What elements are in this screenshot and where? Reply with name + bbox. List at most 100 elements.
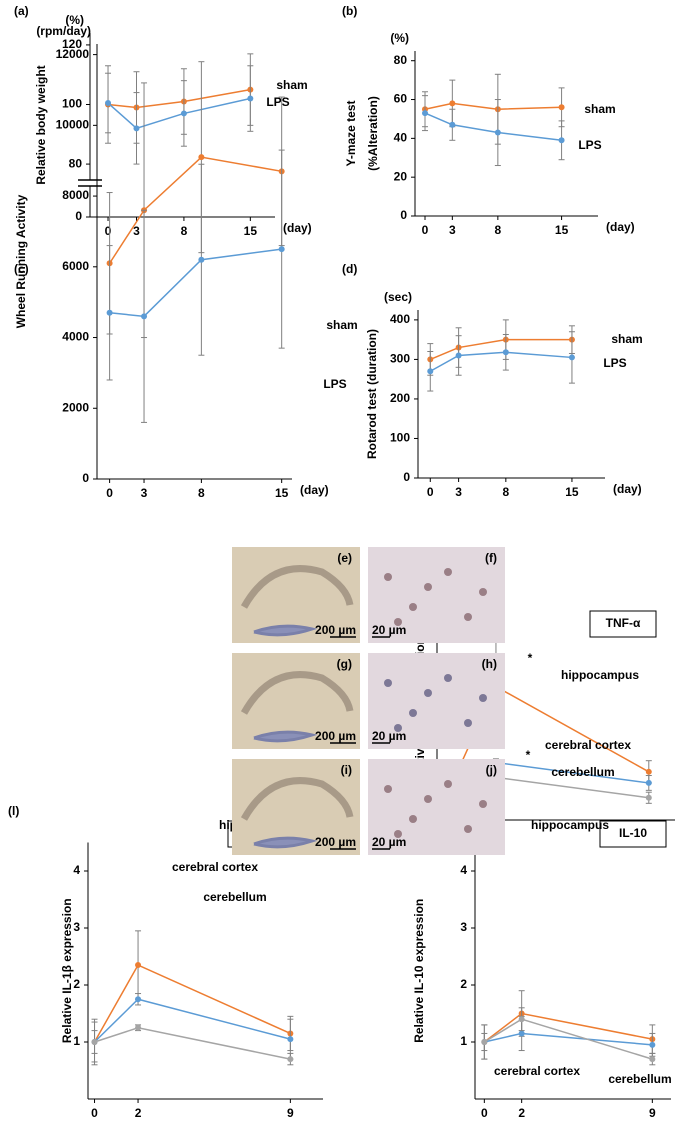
cell: [479, 800, 487, 808]
x-tick-label: 2: [135, 1106, 142, 1120]
y-tick-label: 4: [73, 863, 80, 877]
data-point: [494, 129, 501, 136]
data-point: [135, 1024, 142, 1031]
scale-bar-label: 200 µm: [315, 729, 356, 743]
cell: [424, 583, 432, 591]
title-box: [599, 820, 667, 848]
axis-break-gap: [78, 180, 102, 186]
y-tick-label: 0: [400, 208, 407, 222]
series-label: LPS: [266, 95, 289, 109]
series-line: [107, 97, 251, 130]
x-unit: (day): [613, 482, 642, 496]
cell: [384, 785, 392, 793]
data-point: [135, 996, 142, 1003]
y-tick-label: 80: [394, 53, 408, 67]
panel-label: (l): [8, 804, 19, 818]
y-tick-label: 300: [390, 352, 410, 366]
cell: [444, 780, 452, 788]
data-point: [558, 104, 565, 111]
tissue-layer: [240, 671, 354, 715]
series-label: sham: [276, 78, 307, 92]
x-tick-label: 2: [518, 1106, 525, 1120]
y-unit: (%): [65, 13, 84, 27]
y-tick-label: 1: [73, 1034, 80, 1048]
significance-mark: *: [526, 748, 531, 762]
x-tick-label: 0: [106, 486, 113, 500]
chart-title: TNF-α: [606, 616, 641, 630]
data-point: [645, 794, 652, 801]
tissue-layer: [240, 565, 354, 609]
series-line: [429, 351, 573, 372]
tissue-layer: [253, 730, 318, 743]
x-tick-label: 15: [275, 486, 289, 500]
panel-label: (d): [342, 262, 357, 276]
data-point: [649, 1041, 656, 1048]
y-tick-label: 200: [390, 391, 410, 405]
data-point: [247, 95, 254, 102]
x-tick-label: 15: [244, 224, 258, 238]
y-tick-label: 120: [62, 37, 82, 51]
cell: [464, 719, 472, 727]
x-tick-label: 3: [141, 486, 148, 500]
y-tick-label: 0: [403, 470, 410, 484]
data-point: [180, 110, 187, 117]
series-line: [94, 1026, 291, 1060]
data-point: [278, 246, 285, 253]
tissue-layer: [253, 624, 318, 637]
x-tick-label: 15: [565, 485, 579, 499]
x-tick-label: 8: [502, 485, 509, 499]
data-point: [481, 1039, 488, 1045]
series-label: sham: [611, 332, 642, 346]
data-point: [422, 110, 429, 117]
panel-label: (c): [14, 262, 29, 276]
y-tick-label: 4: [460, 863, 467, 877]
micrograph: (g) 200 µm: [232, 653, 360, 749]
data-point: [105, 100, 112, 107]
cell: [444, 568, 452, 576]
y-tick-label: 4000: [62, 330, 89, 344]
data-point: [106, 309, 113, 316]
data-point: [133, 125, 140, 132]
chart-panel: 0 80 100 120 0 3 8 15 (day) (%) (a) Relative body w…: [14, 4, 312, 238]
micrograph: (i) 200 µm: [232, 759, 360, 855]
data-point: [287, 1056, 294, 1063]
y-tick-label: 6000: [62, 259, 89, 273]
cell: [424, 689, 432, 697]
data-point: [427, 368, 434, 375]
y-axis-label: Wheel Running Activity: [14, 194, 28, 328]
series-line: [429, 338, 572, 361]
x-tick-label: 8: [181, 224, 188, 238]
tissue-layer: [253, 836, 318, 849]
data-point: [449, 121, 456, 128]
title-box: [589, 610, 657, 638]
data-point: [518, 1030, 525, 1037]
y-tick-label: 100: [62, 97, 82, 111]
scale-bar-label: 20 µm: [372, 623, 406, 637]
data-point: [449, 100, 456, 107]
x-tick-label: 0: [105, 224, 112, 238]
data-point: [518, 1016, 525, 1023]
micrograph: (j) 20 µm: [368, 759, 505, 855]
data-point: [568, 354, 575, 361]
y-tick-label: 1: [460, 1034, 467, 1048]
y-tick-label: 2: [73, 977, 80, 991]
y-tick-label: 20: [394, 169, 408, 183]
series-label: LPS: [323, 377, 346, 391]
series-label: LPS: [603, 356, 626, 370]
series-label: cerebral cortex: [494, 1064, 580, 1078]
data-point: [645, 768, 652, 775]
x-tick-label: 15: [555, 223, 569, 237]
series-label: cerebellum: [551, 765, 614, 779]
y-tick-label: 60: [394, 92, 408, 106]
series-line: [108, 156, 282, 264]
y-tick-label: 12000: [56, 47, 90, 61]
y-tick-label: 100: [390, 431, 410, 445]
x-tick-label: 0: [427, 485, 434, 499]
micrograph-label: (j): [486, 763, 497, 777]
y-unit: (rpm/day): [36, 24, 91, 38]
micrograph-label: (i): [341, 763, 352, 777]
series-label: sham: [326, 318, 357, 332]
y-axis-label: Y-maze test: [344, 100, 358, 166]
